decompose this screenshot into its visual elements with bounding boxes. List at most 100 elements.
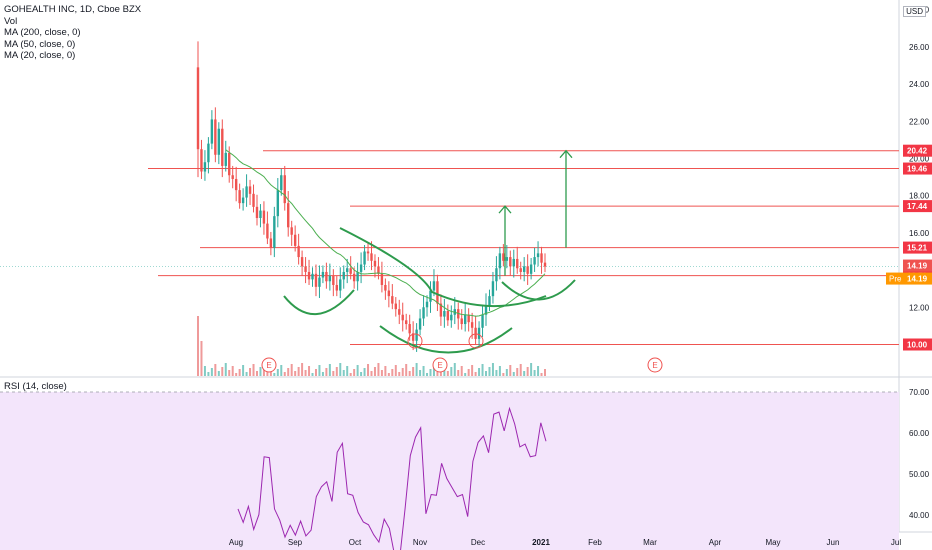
candle-body [269,238,273,248]
candle-body [266,223,269,239]
price-tick-label: 24.00 [909,80,930,89]
candle-body [200,149,203,172]
candle-body [380,273,384,285]
candle-body [394,303,397,310]
volume-bar [290,364,293,376]
volume-bar [523,371,526,376]
volume-bar [505,369,508,376]
price-tick-label: 20.00 [909,155,930,164]
volume-bar [432,365,435,376]
candle-body [512,258,515,267]
candle-body [450,314,453,321]
candle-body [276,190,280,217]
volume-bar [252,364,255,376]
volume-bar [228,370,231,376]
candle-body [231,175,234,179]
candle-body [238,190,241,204]
volume-bar [273,373,276,376]
time-tick-label: Dec [471,538,485,547]
time-tick-label: Apr [709,538,722,547]
volume-bar [283,372,286,376]
volume-bar [412,367,415,376]
price-tick-label: 16.00 [909,229,930,238]
candle-body [342,271,345,280]
last-price-label: 14.19 [907,262,928,271]
candle-body [408,324,411,334]
candle-body [224,152,227,166]
volume-study-label[interactable]: Vol [4,15,18,27]
candle-body [248,186,252,194]
volume-bar [526,367,529,376]
volume-bar [408,371,411,376]
volume-bar [533,370,536,376]
rsi-tick-label: 70.00 [909,388,930,397]
price-tick-label: 26.00 [909,43,930,52]
volume-bar [328,364,331,376]
candle-body [401,314,404,321]
ma20-study-label[interactable]: MA (20, close, 0) [4,50,76,61]
candle-body [321,271,325,278]
volume-bar [287,368,290,376]
candle-body [290,227,293,235]
premarket-tag [886,272,932,285]
volume-bar [450,367,453,376]
candle-body [252,193,255,207]
volume-bar [231,366,234,376]
candle-body [339,279,342,291]
volume-bar [398,372,401,376]
volume-bar [321,372,324,376]
volume-bar [516,368,519,376]
earnings-marker [647,357,663,373]
volume-bar [488,367,491,376]
candle-body [245,186,248,198]
candle-body [228,152,231,176]
candle-body [529,264,533,274]
volume-bar [422,366,425,376]
volume-bar [200,341,203,376]
candle-body [332,275,335,285]
volume-bar [249,368,252,376]
candle-body [391,296,394,304]
volume-bar [467,369,470,376]
ma50-study-label[interactable]: MA (50, close, 0) [4,38,76,50]
volume-bar [301,363,304,376]
candle-body [325,271,328,282]
volume-bar [519,364,522,376]
candle-body [540,253,543,263]
candle-body [470,322,474,328]
candle-body [293,234,297,246]
candle-body [398,309,401,315]
volume-bar [495,370,498,376]
volume-bar [530,363,533,376]
candle-body [283,175,286,204]
premarket-price-label: 14.19 [907,275,928,284]
ma200-study-label[interactable]: MA (200, close, 0) [4,27,81,38]
volume-bar [446,371,449,376]
candle-body [422,307,425,319]
volume-bar [280,365,283,376]
candle-body [297,245,300,258]
volume-bar [304,370,307,376]
volume-bar [266,370,269,376]
volume-bar [210,368,213,376]
candle-body [387,290,391,297]
level-price-tag [903,338,932,351]
symbol-title[interactable]: GOHEALTH INC, 1D, Cboe BZX [4,4,142,15]
volume-bar [509,365,512,376]
currency-label[interactable]: USD [903,6,926,17]
rsi-line [237,406,547,550]
volume-bar [474,372,477,376]
candle-body [446,311,450,321]
time-tick-label: Oct [349,538,362,547]
time-tick-label: May [765,538,780,547]
volume-bar [460,366,463,376]
candle-body [484,305,488,315]
time-tick-label: Feb [588,538,602,547]
candle-body [467,314,470,323]
candle-body [474,327,477,339]
volume-bar [308,366,311,376]
rsi-study-label[interactable]: RSI (14, close) [4,381,67,392]
candle-body [505,257,509,261]
candle-body [207,143,210,163]
